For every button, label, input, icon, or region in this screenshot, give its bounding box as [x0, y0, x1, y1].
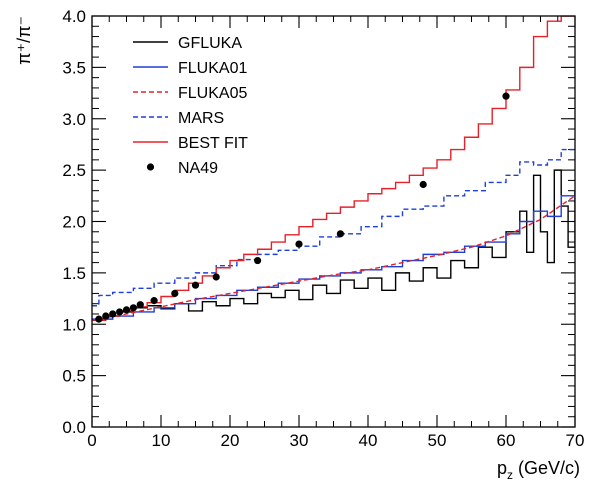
x-tick-label: 0: [87, 431, 96, 450]
y-axis-title: π⁺/π⁻: [14, 16, 34, 65]
na49-point: [212, 273, 220, 281]
legend-item-mars: MARS: [133, 110, 224, 127]
series-layer: [92, 16, 575, 323]
na49-point: [116, 308, 124, 316]
legend-label: BEST FIT: [178, 135, 248, 152]
na49-point: [191, 281, 200, 289]
y-tick-label: 2.5: [62, 161, 86, 180]
na49-point: [95, 315, 103, 323]
na49-point: [122, 306, 131, 314]
legend-label: NA49: [178, 160, 218, 177]
x-tick-label: 30: [290, 431, 309, 450]
na49-point: [502, 92, 510, 100]
x-tick-label: 10: [152, 431, 171, 450]
na49-point: [129, 304, 137, 312]
y-tick-label: 1.0: [62, 315, 86, 334]
y-tick-label: 4.0: [62, 7, 86, 26]
fluka01-line: [92, 190, 575, 320]
na49-point: [171, 289, 179, 298]
legend-label: FLUKA01: [178, 60, 247, 77]
legend: GFLUKA FLUKA01 FLUKA05 MARS BEST FIT NA49: [133, 35, 248, 177]
series-group: [92, 16, 575, 323]
y-tick-label: 3.5: [62, 58, 86, 77]
y-tick-label: 2.0: [62, 213, 86, 232]
y-tick-label: 0.5: [62, 367, 86, 386]
plot-frame: [91, 15, 576, 428]
x-tick-label: 70: [566, 431, 585, 450]
legend-item-fluka01: FLUKA01: [133, 60, 247, 77]
legend-label: GFLUKA: [178, 35, 242, 52]
x-tick-label: 60: [497, 431, 516, 450]
legend-item-na49: NA49: [146, 160, 218, 177]
na49-point: [419, 180, 427, 189]
legend-item-best-fit: BEST FIT: [133, 135, 248, 152]
na49-point: [109, 310, 117, 318]
gfluka-line: [92, 169, 575, 321]
na49-point: [102, 312, 110, 320]
x-tick-label: 50: [428, 431, 447, 450]
legend-label: FLUKA05: [178, 85, 247, 102]
x-tick-label: 20: [221, 431, 240, 450]
legend-item-gfluka: GFLUKA: [133, 35, 242, 52]
mars-line: [92, 148, 575, 307]
y-tick-label: 0.0: [62, 418, 86, 437]
fluka05-line: [92, 195, 575, 321]
na49-point: [295, 240, 303, 248]
ticks-layer: 0 10 20 30 40 50 60 70 0.0 0.5 1.0 1.5 2.0 2.5 3.0 3.5 4…: [62, 7, 584, 450]
y-tick-label: 3.0: [62, 110, 86, 129]
y-tick-label: 1.5: [62, 264, 86, 283]
na49-point: [150, 297, 158, 305]
na49-point: [254, 256, 262, 265]
x-axis-title: pz (GeV/c): [497, 458, 580, 481]
na49-point: [136, 301, 144, 309]
legend-marker: [146, 163, 155, 171]
legend-label: MARS: [178, 110, 224, 127]
legend-item-fluka05: FLUKA05: [133, 85, 247, 102]
best-fit-line: [92, 16, 575, 321]
x-tick-label: 40: [359, 431, 378, 450]
na49-point: [336, 230, 344, 238]
